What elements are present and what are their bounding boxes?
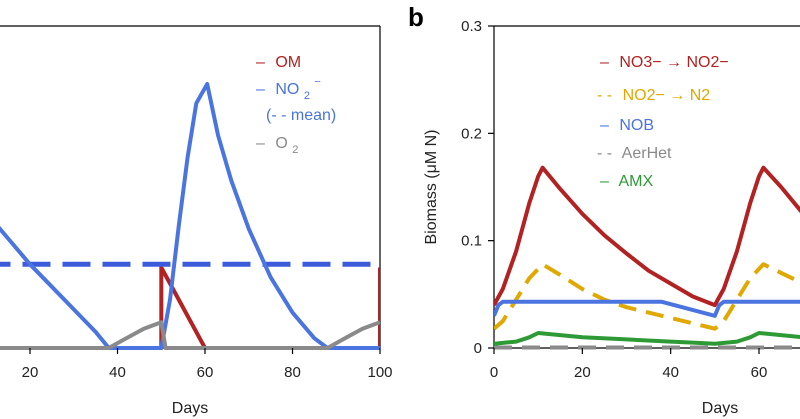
panel-b-y-tick-label: 0.2 xyxy=(461,125,482,142)
panel-b-y-tick-label: 0.3 xyxy=(461,18,482,35)
panel-b-legend: – NO3− → NO2− - - NO2− → N2 – NOB - - Ae… xyxy=(597,54,729,190)
panel-b-x-tick-label: 40 xyxy=(662,364,679,381)
panel-a-x-tick-label: 60 xyxy=(197,364,214,381)
panel-b-series-amx xyxy=(494,331,800,346)
legend-o2-label: O xyxy=(275,135,287,152)
legend-amx: – AMX xyxy=(600,173,653,190)
legend-denitrification: - - NO2− → N2 xyxy=(597,87,710,104)
panel-b-series-nob xyxy=(494,299,800,318)
panel-a-legend: – OM – NO 2 − (- - mean) – O 2 xyxy=(256,54,336,156)
panel-b-x-tick-label: 20 xyxy=(574,364,591,381)
panel-b-series-no2-n2 xyxy=(494,262,800,331)
panel-b-x-axis-label: Days xyxy=(702,400,738,417)
panel-b-x-tick-label: 0 xyxy=(490,364,498,381)
legend-amx-marker: – xyxy=(600,173,609,190)
panel-a-x-tick-label: 20 xyxy=(22,364,39,381)
legend-no2-label: NO xyxy=(275,81,299,98)
panel-a-x-tick-label: 80 xyxy=(284,364,301,381)
panel-a: 20 40 60 80 100 Days – OM – NO 2 − (- - mean… xyxy=(0,25,393,417)
legend-denitrification-marker: - - xyxy=(597,87,612,104)
legend-no2-marker: – xyxy=(256,81,265,98)
panel-a-series-o2 xyxy=(0,320,380,350)
legend-nitratation-marker: – xyxy=(600,54,609,71)
legend-o2-marker: – xyxy=(256,135,265,152)
panel-b-x-tick-label: 60 xyxy=(751,364,768,381)
panel-a-series-om xyxy=(0,265,380,350)
panel-b-label: b xyxy=(408,2,424,32)
legend-no2-sub: 2 xyxy=(304,90,310,102)
panel-a-x-tick-label: 100 xyxy=(367,364,392,381)
legend-nitratation-label: NO3− → NO2− xyxy=(619,54,728,71)
panel-a-x-axis-label: Days xyxy=(172,400,208,417)
panel-a-x-tick-label: 40 xyxy=(109,364,126,381)
legend-no2-sup: − xyxy=(314,76,320,88)
panel-b-series-no3-no2- xyxy=(494,165,800,308)
legend-nob-label: NOB xyxy=(619,117,654,134)
legend-nitratation: – NO3− → NO2− xyxy=(600,54,729,71)
legend-o2-sub: 2 xyxy=(292,144,298,156)
legend-denitrification-label: NO2− → N2 xyxy=(623,87,711,104)
legend-nob: – NOB xyxy=(600,117,654,134)
legend-aerhet-marker: - - xyxy=(597,145,612,162)
panel-b-y-axis-label: Biomass (μM N) xyxy=(423,130,440,245)
legend-aerhet: - - AerHet xyxy=(597,145,672,162)
panel-b-y-tick-label: 0.1 xyxy=(461,233,482,250)
legend-om-label: OM xyxy=(275,54,301,71)
legend-aerhet-label: AerHet xyxy=(622,145,672,162)
legend-o2: – O 2 xyxy=(256,135,298,156)
legend-amx-label: AMX xyxy=(618,173,653,190)
panel-b-y-tick-label: 0 xyxy=(474,340,482,357)
legend-no2: – NO 2 − xyxy=(256,76,321,103)
panel-a-series-no2- xyxy=(0,82,380,350)
legend-om-marker: – xyxy=(256,54,265,71)
legend-mean-note: (- - mean) xyxy=(266,107,336,124)
legend-nob-marker: – xyxy=(600,117,609,134)
legend-om: – OM xyxy=(256,54,301,71)
